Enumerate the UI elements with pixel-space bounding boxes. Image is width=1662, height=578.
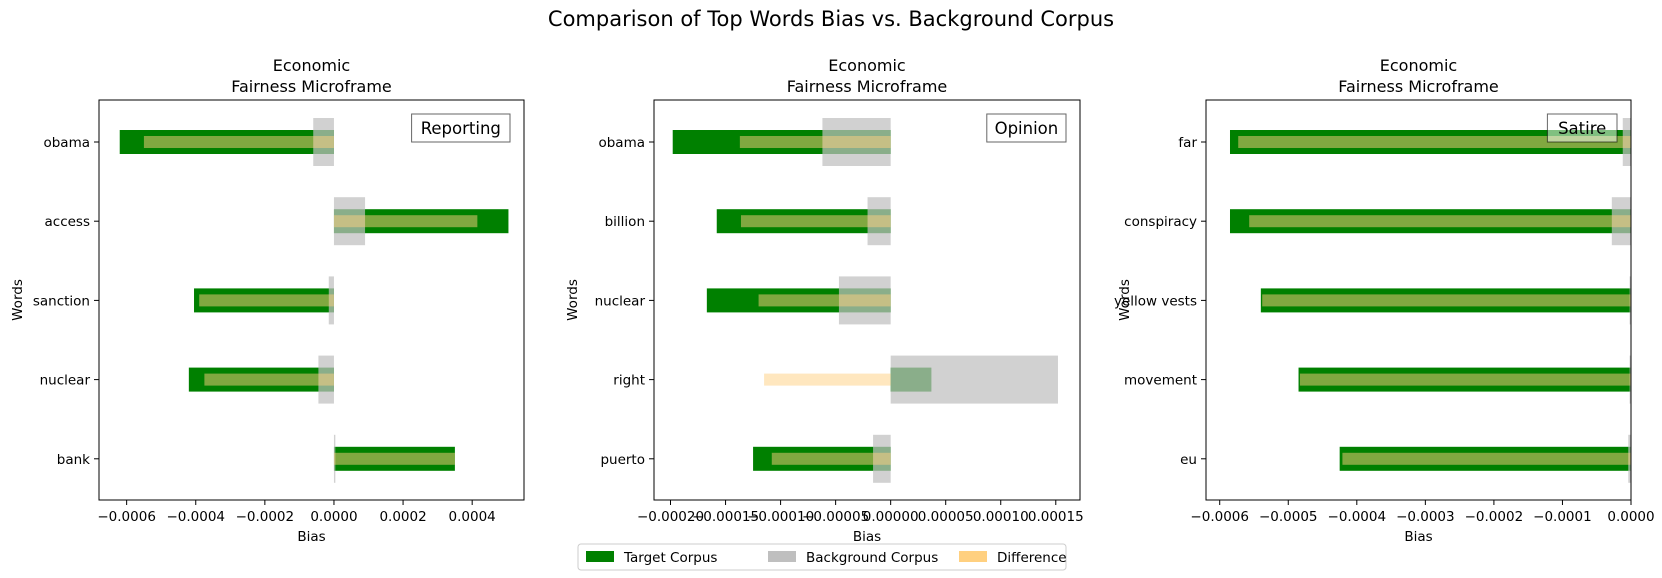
bar-group <box>672 118 1058 483</box>
panel-label: Reporting <box>421 119 501 138</box>
legend-label: Target Corpus <box>623 550 717 566</box>
legend-swatch <box>768 551 796 562</box>
difference-bar <box>771 452 891 465</box>
background-bar <box>890 355 1058 404</box>
y-tick-label: billion <box>605 214 645 230</box>
y-tick-label: conspiracy <box>1124 214 1197 230</box>
y-tick-label: yellow vests <box>1114 293 1197 309</box>
chart-title-line: Economic <box>273 56 350 75</box>
y-tick-label: far <box>1178 135 1197 151</box>
figure-title: Comparison of Top Words Bias vs. Backgro… <box>548 7 1114 31</box>
difference-bar <box>1342 452 1631 465</box>
difference-bar <box>758 294 891 307</box>
plot-frame <box>653 99 1081 501</box>
y-tick-label: obama <box>43 135 90 151</box>
difference-bar <box>1249 215 1631 228</box>
difference-bar <box>1262 294 1631 307</box>
x-tick-label: −0.0004 <box>166 509 225 525</box>
x-tick-label: −0.00010 <box>747 509 814 525</box>
y-tick-label: nuclear <box>40 373 91 389</box>
x-tick-label: 0.0000 <box>1607 509 1654 525</box>
x-tick-label: 0.00005 <box>918 509 974 525</box>
difference-bar <box>1299 373 1631 386</box>
plot-frame <box>98 99 525 501</box>
x-tick-label: −0.00020 <box>637 509 704 525</box>
x-tick-label: −0.0003 <box>1396 509 1455 525</box>
x-tick-label: −0.0004 <box>1328 509 1387 525</box>
legend-label: Background Corpus <box>806 550 938 566</box>
chart-panel-1: Economic Fairness Microframe obama access sa… <box>10 56 525 545</box>
chart-title-line: Fairness Microframe <box>1338 77 1499 96</box>
difference-bar <box>1238 136 1631 148</box>
x-tick-label: 0.0004 <box>449 509 496 525</box>
x-tick-label: −0.00005 <box>802 509 869 525</box>
x-tick-label: 0.0000 <box>310 509 357 525</box>
panel-label-box <box>986 113 1067 143</box>
chart-title-line: Economic <box>828 56 905 75</box>
difference-bar <box>199 294 334 307</box>
y-tick-label: obama <box>598 135 645 151</box>
panels: Economic Fairness Microframe obama access sa… <box>10 56 1655 545</box>
x-tick-label: 0.00010 <box>973 509 1029 525</box>
difference-bar <box>143 136 334 148</box>
x-tick-label: 0.00015 <box>1028 509 1084 525</box>
x-axis-label: Bias <box>1404 529 1432 545</box>
y-tick-label: sanction <box>33 293 90 309</box>
difference-bar <box>333 215 478 228</box>
difference-bar <box>764 373 891 386</box>
x-tick-label: −0.00015 <box>692 509 759 525</box>
difference-bar <box>739 136 891 148</box>
x-tick-label: 0.0002 <box>379 509 426 525</box>
panel-label-box <box>411 113 511 143</box>
panel-label: Opinion <box>995 119 1059 138</box>
y-tick-label: movement <box>1124 373 1197 389</box>
x-tick-label: −0.0002 <box>236 509 295 525</box>
x-tick-label: −0.0005 <box>1259 509 1318 525</box>
legend: Target Corpus Background Corpus Difference <box>577 543 1067 571</box>
difference-bar <box>333 452 455 465</box>
legend-label: Difference <box>997 550 1067 566</box>
x-axis-label: Bias <box>853 529 881 545</box>
y-axis-label: Words <box>10 279 26 321</box>
chart-title-line: Fairness Microframe <box>787 77 948 96</box>
y-tick-label: right <box>613 373 645 389</box>
legend-swatch <box>586 551 614 562</box>
y-axis-label: Words <box>1117 279 1133 321</box>
x-tick-label: 0.00000 <box>863 509 919 525</box>
x-tick-label: −0.0006 <box>1190 509 1249 525</box>
y-tick-label: nuclear <box>595 293 646 309</box>
chart-title-line: Economic <box>1380 56 1457 75</box>
legend-swatch <box>959 551 987 562</box>
plot-frame <box>1205 99 1632 501</box>
y-tick-label: access <box>45 214 91 230</box>
difference-bar <box>204 373 334 386</box>
bar-group <box>1229 118 1631 483</box>
bar-group <box>119 118 509 483</box>
legend-frame <box>577 543 1067 571</box>
chart-title-line: Fairness Microframe <box>231 77 392 96</box>
y-tick-label: puerto <box>600 452 645 468</box>
panel-label-box <box>1546 113 1618 143</box>
x-axis-label: Bias <box>297 529 325 545</box>
y-axis-label: Words <box>565 279 581 321</box>
x-tick-label: −0.0006 <box>97 509 156 525</box>
x-tick-label: −0.0001 <box>1533 509 1592 525</box>
difference-bar <box>740 215 891 228</box>
x-tick-label: −0.0002 <box>1465 509 1524 525</box>
chart-panel-2: Economic Fairness Microframe obama billion n… <box>565 56 1084 545</box>
panel-label: Satire <box>1558 119 1606 138</box>
y-tick-label: bank <box>57 452 90 468</box>
chart-panel-3: Economic Fairness Microframe far conspiracy… <box>1114 56 1655 545</box>
y-tick-label: eu <box>1180 452 1197 468</box>
